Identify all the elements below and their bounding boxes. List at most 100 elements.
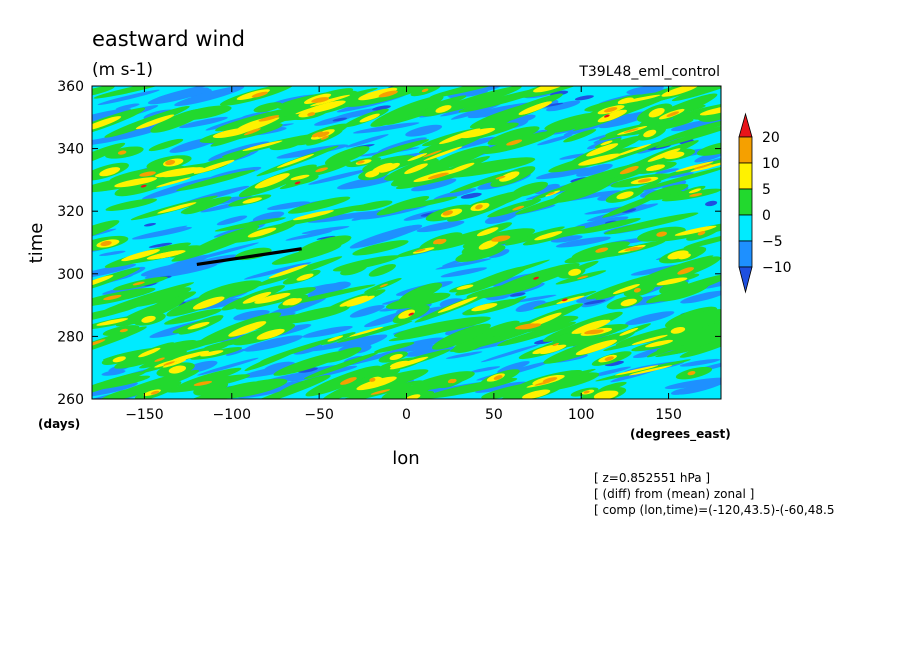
positive-wind-patch [106,369,200,399]
negative-wind-patch [445,351,483,359]
x-tick-label: 50 [485,407,503,423]
moderate-positive-wind-patch [96,318,129,326]
moderate-positive-wind-patch [615,365,659,376]
positive-wind-patch [164,308,222,325]
negative-wind-patch [349,224,422,249]
positive-wind-patch [596,136,681,165]
negative-wind-patch [573,216,629,230]
positive-wind-patch [303,352,379,380]
moderate-positive-wind-patch [236,89,270,101]
strong-positive-wind-patch [258,115,280,122]
negative-wind-patch [353,122,420,134]
very-strong-positive-wind-patch [294,181,301,185]
moderate-positive-wind-patch [675,161,714,172]
moderate-positive-wind-patch [99,167,121,177]
moderate-positive-wind-patch [121,249,160,262]
negative-wind-patch [559,153,588,160]
positive-wind-patch [182,201,216,215]
moderate-positive-wind-patch [277,153,315,168]
strong-positive-wind-patch [666,111,680,117]
strong-positive-wind-patch [320,135,329,140]
strong-positive-wind-patch [506,139,523,146]
negative-wind-patch [576,163,613,177]
positive-wind-patch [604,212,699,235]
strong-positive-wind-patch [583,390,590,394]
positive-wind-patch [546,123,582,133]
moderate-positive-wind-patch [664,151,685,160]
strong-negative-wind-patch [604,360,624,367]
moderate-positive-wind-patch [284,298,299,306]
negative-wind-patch [92,382,139,397]
negative-wind-patch [484,211,518,224]
positive-wind-patch [563,129,597,143]
negative-wind-patch [147,87,209,105]
strong-positive-wind-patch [656,231,667,237]
positive-wind-patch [656,282,710,302]
strong-positive-wind-patch [315,167,328,173]
strong-positive-wind-patch [447,378,455,384]
positive-wind-patch [336,320,413,343]
positive-wind-patch [92,142,126,169]
positive-wind-patch [171,229,259,262]
negative-wind-patch [99,250,126,256]
strong-positive-wind-patch [436,238,447,245]
moderate-positive-wind-patch [389,353,403,361]
negative-wind-patch [302,325,353,338]
positive-wind-patch [487,126,540,146]
x-tick-label: −150 [125,407,163,423]
positive-wind-patch [578,218,641,234]
moderate-positive-wind-patch [192,296,225,310]
negative-wind-patch [157,254,211,273]
negative-wind-patch [216,215,248,226]
strong-positive-wind-patch [317,131,330,138]
positive-wind-patch [148,138,184,152]
moderate-positive-wind-patch [256,328,285,340]
moderate-positive-wind-patch [460,127,496,139]
positive-wind-patch [151,291,197,309]
moderate-positive-wind-patch [688,188,702,194]
strong-negative-wind-patch [332,117,348,122]
positive-wind-patch [452,336,488,353]
strong-negative-wind-patch [509,292,526,297]
colorbar-cell [738,214,753,242]
positive-wind-patch [393,316,491,338]
moderate-positive-wind-patch [112,356,126,363]
moderate-positive-wind-patch [439,128,481,145]
positive-wind-patch [429,86,519,98]
strong-positive-wind-patch [357,160,365,164]
negative-wind-patch [243,335,303,352]
strong-positive-wind-patch [697,231,706,236]
negative-wind-patch [328,281,351,290]
strong-positive-wind-patch [619,165,639,175]
strong-positive-wind-patch [379,283,388,288]
moderate-positive-wind-patch [643,129,657,138]
strong-positive-wind-patch [251,91,268,98]
strong-positive-wind-patch [369,377,376,382]
moderate-positive-wind-patch [301,105,329,115]
x-axis-ticks: −150 −100 −50 0 50 100 150 [125,86,682,423]
strong-negative-wind-patch [620,208,637,213]
negative-wind-patch [680,290,721,304]
moderate-positive-wind-patch [138,347,161,358]
strong-positive-wind-patch [677,267,694,275]
moderate-positive-wind-patch [437,296,478,313]
positive-wind-patch [92,304,141,326]
moderate-positive-wind-patch [398,309,415,319]
moderate-positive-wind-patch [556,295,585,304]
negative-wind-patch [435,258,492,270]
plot-area [91,85,722,400]
moderate-positive-wind-patch [290,174,310,181]
moderate-positive-wind-patch [690,161,721,172]
positive-wind-patch [473,320,520,341]
negative-wind-patch [555,236,611,248]
negative-wind-patch [534,183,560,195]
positive-wind-patch [198,280,262,301]
strong-negative-wind-patch [143,222,157,227]
strong-positive-wind-patch [311,97,330,103]
note-line-2: [ (diff) from (mean) zonal ] [594,487,754,501]
x-axis-label: lon [392,448,419,469]
moderate-positive-wind-patch [656,277,688,286]
moderate-positive-wind-patch [478,239,499,250]
strong-positive-wind-patch [604,107,618,113]
positive-wind-patch [374,342,415,353]
